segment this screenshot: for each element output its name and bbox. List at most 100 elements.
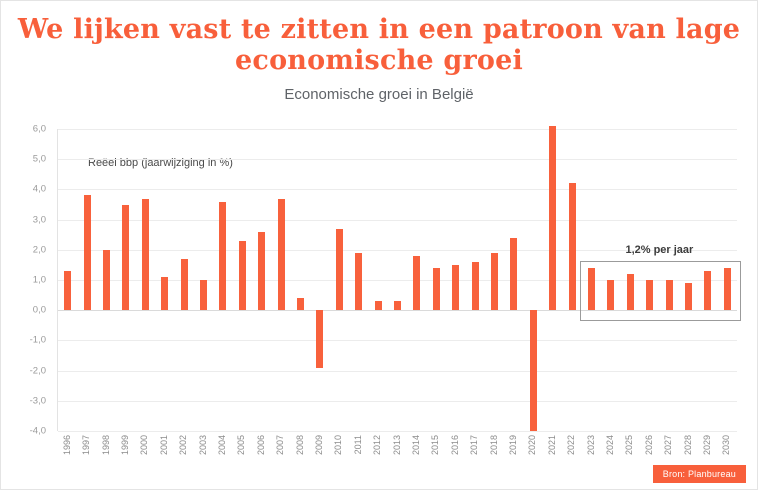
bar-2029: [704, 270, 712, 311]
y-tick-label: -2,0: [29, 365, 46, 377]
bar-2005: [238, 240, 246, 311]
bar-2010: [335, 228, 343, 311]
forecast-highlight-box: [579, 260, 742, 322]
y-axis: 6,0 5,0 4,0 3,0 2,0 1,0 0,0 -1,0 -2,0 -3,0 -4,0: [9, 124, 53, 437]
bar-1998: [103, 249, 110, 311]
gridline: [58, 340, 737, 342]
bar-2009: [316, 310, 324, 368]
x-tick-label: 2013: [391, 435, 402, 456]
x-tick-label: 2020: [527, 435, 538, 456]
bar-2026: [646, 280, 654, 311]
bar-2015: [432, 267, 440, 311]
x-tick-label: 2004: [216, 435, 227, 456]
x-tick-label: 2010: [333, 435, 344, 456]
bar-2001: [161, 277, 169, 311]
gridline: [58, 400, 737, 402]
y-tick-label: -1,0: [29, 334, 46, 346]
x-tick-label: 2005: [236, 435, 247, 456]
x-tick-label: 2015: [430, 435, 441, 456]
y-tick-label: 0,0: [32, 304, 46, 316]
bar-2003: [200, 280, 207, 311]
gridline: [58, 159, 737, 161]
bar-2017: [471, 261, 479, 311]
plot-area: Reëel bbp (jaarwijziging in %) 1,2% per …: [57, 126, 742, 432]
bar-2028: [685, 283, 692, 311]
bar-2004: [219, 201, 227, 311]
x-tick-label: 2014: [410, 435, 421, 456]
bar-2013: [394, 301, 401, 311]
x-tick-label: 2026: [643, 435, 654, 456]
chart-title: Economische groei in België: [284, 86, 474, 103]
bar-2007: [277, 198, 285, 311]
bar-2025: [626, 274, 634, 311]
x-tick-label: 2002: [178, 435, 189, 456]
x-tick-label: 1998: [100, 435, 111, 456]
bar-2020: [529, 310, 537, 431]
x-tick-label: 2023: [585, 435, 596, 456]
bar-2011: [355, 252, 363, 311]
x-tick-label: 2019: [507, 435, 518, 456]
gridline: [58, 249, 737, 251]
x-tick-label: 2008: [294, 435, 305, 456]
gridline: [58, 431, 737, 432]
x-tick-label: 2024: [604, 435, 615, 456]
gridline: [58, 189, 737, 191]
x-tick-label: 1999: [119, 435, 130, 456]
x-tick-label: 2000: [139, 435, 150, 456]
gridline: [58, 280, 737, 281]
bar-1996: [64, 270, 72, 311]
bar-2000: [141, 198, 149, 311]
forecast-highlight-label: 1,2% per jaar: [625, 243, 694, 256]
x-tick-label: 2029: [701, 435, 712, 456]
bar-2014: [413, 255, 421, 311]
source-badge: Bron: Planbureau: [652, 465, 746, 483]
bar-chart: 6,0 5,0 4,0 3,0 2,0 1,0 0,0 -1,0 -2,0 -3,0 -4,0 Re…: [9, 124, 749, 481]
x-tick-label: 2028: [682, 435, 693, 456]
y-tick-label: -3,0: [29, 395, 46, 407]
bar-2019: [510, 237, 518, 311]
x-tick-label: 2003: [197, 435, 208, 456]
y-tick-label: 4,0: [32, 183, 46, 195]
bar-2023: [588, 267, 595, 311]
page-title: We lijken vast te zitten in een patroon …: [17, 14, 741, 76]
x-tick-label: 2011: [352, 435, 363, 455]
bar-1999: [122, 204, 130, 311]
y-tick-label: 6,0: [32, 123, 46, 135]
x-tick-label: 1997: [81, 435, 92, 456]
bar-2006: [258, 231, 266, 311]
bar-2021: [549, 126, 557, 311]
x-tick-label: 1996: [61, 435, 72, 456]
gridline: [58, 370, 737, 372]
x-tick-label: 2016: [449, 435, 460, 456]
x-tick-label: 2001: [158, 435, 169, 456]
x-tick-label: 2018: [488, 435, 499, 456]
bar-2022: [568, 183, 576, 311]
zero-gridline: [58, 310, 737, 312]
x-tick-label: 2017: [469, 435, 480, 456]
x-tick-label: 2009: [313, 435, 324, 456]
x-tick-label: 2022: [566, 435, 577, 456]
bar-2008: [297, 298, 304, 311]
x-tick-label: 2006: [255, 435, 266, 456]
bar-1997: [83, 195, 91, 311]
bar-2024: [607, 280, 615, 311]
x-tick-label: 2030: [721, 435, 732, 456]
x-tick-label: 2012: [372, 435, 383, 456]
y-tick-label: 1,0: [32, 274, 46, 286]
bar-2018: [491, 252, 498, 311]
gridline: [58, 129, 737, 130]
x-tick-label: 2021: [546, 435, 557, 456]
x-axis: 1996 1997 1998 1999 2000 2001 2002 2003 2004 2005…: [57, 435, 737, 481]
bar-2030: [723, 267, 731, 311]
y-tick-label: 3,0: [32, 214, 46, 226]
y-tick-label: -4,0: [29, 425, 46, 437]
x-tick-label: 2007: [275, 435, 286, 456]
bar-2012: [374, 301, 382, 311]
bar-2016: [452, 264, 460, 311]
x-tick-label: 2027: [663, 435, 674, 456]
y-tick-label: 5,0: [32, 153, 46, 165]
bar-2002: [180, 258, 188, 311]
gridline: [58, 219, 737, 221]
bar-2027: [665, 280, 673, 311]
y-tick-label: 2,0: [32, 244, 46, 256]
